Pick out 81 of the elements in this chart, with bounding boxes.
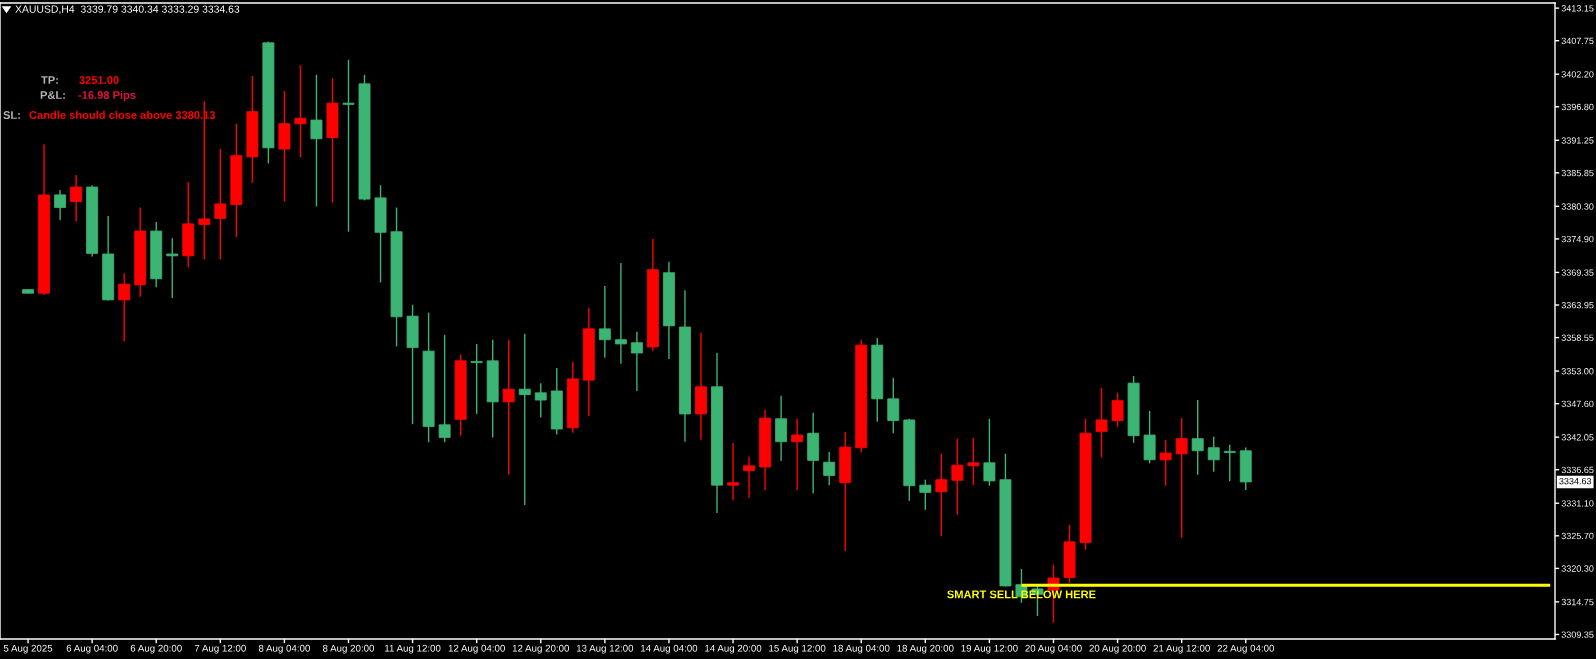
y-tick-label: 3314.75 — [1561, 598, 1594, 606]
x-tick-label: 6 Aug 20:00 — [130, 644, 182, 654]
candlestick — [70, 174, 83, 223]
candlestick — [214, 148, 227, 261]
annotation: 3334.63 — [1559, 477, 1592, 485]
x-tick-label: 5 Aug 2025 — [3, 644, 53, 654]
x-tick-label: 12 Aug 04:00 — [448, 644, 505, 654]
x-tick-label: 12 Aug 20:00 — [512, 644, 570, 654]
candlestick — [438, 334, 451, 443]
x-tick-label: 20 Aug 20:00 — [1089, 644, 1146, 654]
y-tick-label: 3353.00 — [1561, 368, 1594, 375]
candlestick — [951, 437, 964, 516]
y-tick-label: 3347.60 — [1561, 400, 1594, 408]
x-tick-label: 14 Aug 04:00 — [641, 644, 698, 654]
x-tick-label: 6 Aug 04:00 — [66, 644, 118, 654]
x-tick-label: 19 Aug 12:00 — [961, 644, 1018, 654]
candlestick — [1111, 392, 1124, 428]
chart-title: XAUUSD,H4 3339.79 3340.34 3333.29 3334.63 — [15, 5, 240, 15]
candlestick — [983, 418, 996, 487]
x-tick-label: 7 Aug 12:00 — [194, 644, 246, 654]
y-tick-label: 3413.15 — [1561, 5, 1594, 12]
candlestick — [919, 479, 932, 511]
x-tick-label: 8 Aug 20:00 — [322, 644, 375, 654]
candlestick — [518, 332, 531, 506]
annotation: -16.98 Pips — [78, 90, 136, 102]
candlestick — [630, 331, 643, 392]
candlestick — [1159, 439, 1172, 487]
candlestick — [470, 343, 483, 415]
candlestick — [791, 418, 804, 491]
x-tick-label: 18 Aug 04:00 — [833, 644, 890, 654]
y-tick-label: 3325.70 — [1561, 532, 1594, 540]
candlestick — [743, 456, 756, 499]
x-tick-label: 22 Aug 04:00 — [1217, 644, 1275, 654]
y-tick-label: 3396.80 — [1561, 103, 1594, 111]
candlestick — [310, 74, 323, 208]
y-tick-label: 3391.25 — [1561, 137, 1594, 144]
candlestick — [502, 339, 515, 476]
x-tick-label: 11 Aug 12:00 — [385, 644, 441, 654]
y-tick-label: 3407.75 — [1561, 37, 1594, 45]
x-tick-label: 13 Aug 12:00 — [576, 644, 634, 654]
y-tick-label: 3320.30 — [1561, 565, 1594, 572]
annotation: 3251.00 — [79, 76, 119, 84]
candlestick — [1095, 387, 1108, 459]
candlestick — [54, 189, 67, 221]
x-tick-label: 18 Aug 20:00 — [897, 644, 954, 654]
candlestick — [294, 64, 307, 159]
candlestick — [935, 453, 948, 537]
y-tick-label: 3363.95 — [1561, 301, 1594, 309]
x-tick-label: 8 Aug 04:00 — [258, 644, 310, 654]
x-tick-label: 14 Aug 20:00 — [705, 644, 762, 654]
candlestick — [118, 272, 131, 343]
candlestick — [887, 377, 900, 434]
y-tick-label: 3380.30 — [1561, 203, 1594, 210]
annotation: SL: — [3, 111, 20, 119]
candlestick — [614, 262, 627, 365]
candlestick — [1207, 436, 1220, 473]
candlestick — [534, 382, 547, 419]
x-tick-label: 15 Aug 12:00 — [769, 644, 826, 654]
y-tick-label: 3369.35 — [1561, 269, 1594, 276]
candlestick — [775, 395, 788, 462]
annotation: P&L: — [40, 91, 65, 99]
candlestick — [166, 237, 179, 299]
annotation: TP: — [41, 76, 58, 84]
candlestick — [598, 285, 611, 359]
candlestick — [727, 442, 739, 501]
candlestick — [1191, 399, 1204, 476]
candlestick — [342, 59, 355, 233]
y-tick-label: 3358.55 — [1561, 334, 1594, 341]
x-tick-label: 20 Aug 04:00 — [1025, 644, 1082, 654]
y-tick-label: 3402.20 — [1561, 71, 1594, 78]
y-tick-label: 3309.35 — [1561, 631, 1594, 638]
y-tick-label: 3331.10 — [1561, 500, 1594, 507]
y-tick-label: 3342.05 — [1561, 434, 1594, 441]
candlestick — [967, 437, 980, 486]
candlestick — [823, 451, 836, 486]
y-tick-label: 3336.65 — [1561, 466, 1594, 474]
x-tick-label: 21 Aug 12:00 — [1153, 644, 1210, 654]
candlestick — [1223, 444, 1236, 482]
y-tick-label: 3374.90 — [1561, 235, 1594, 243]
candlestick — [1175, 417, 1188, 539]
y-tick-label: 3385.85 — [1561, 169, 1594, 177]
